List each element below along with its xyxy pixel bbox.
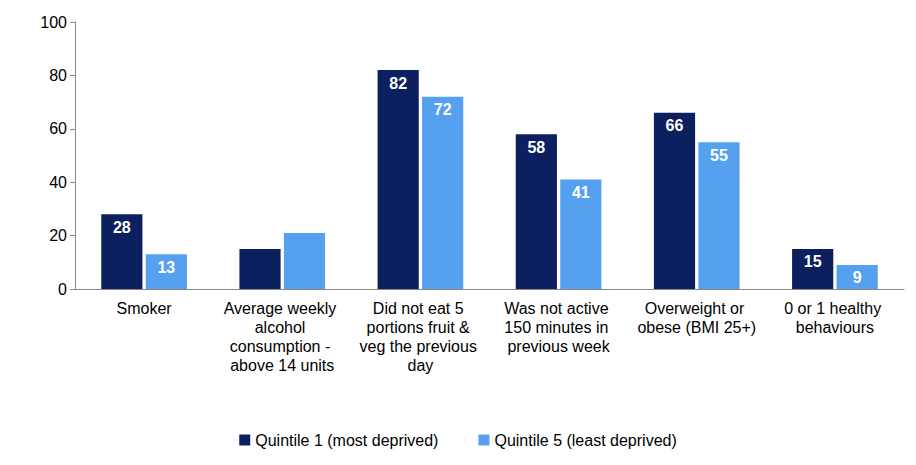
- svg-text:veg the previous: veg the previous: [359, 338, 481, 355]
- svg-text:41: 41: [572, 184, 590, 201]
- svg-text:20: 20: [49, 227, 67, 244]
- svg-text:behaviours: behaviours: [796, 319, 874, 336]
- svg-text:15: 15: [804, 253, 822, 270]
- svg-text:Quintile 1 (most deprived): Quintile 1 (most deprived): [255, 432, 438, 449]
- svg-text:Average weekly: Average weekly: [224, 300, 341, 317]
- svg-text:Overweight or: Overweight or: [645, 300, 749, 317]
- svg-text:previous week: previous week: [507, 338, 610, 355]
- svg-text:55: 55: [710, 147, 728, 164]
- svg-text:above 14 units: above 14 units: [230, 357, 334, 374]
- svg-text:Smoker: Smoker: [117, 300, 173, 317]
- svg-text:day: day: [408, 357, 434, 374]
- svg-text:Did not eat 5: Did not eat 5: [373, 300, 468, 317]
- svg-text:Quintile 5 (least deprived): Quintile 5 (least deprived): [494, 432, 676, 449]
- svg-text:60: 60: [49, 120, 67, 137]
- svg-text:72: 72: [434, 101, 452, 118]
- svg-text:82: 82: [389, 75, 407, 92]
- svg-text:58: 58: [527, 139, 545, 156]
- svg-text:80: 80: [49, 67, 67, 84]
- svg-text:Was not active: Was not active: [504, 300, 613, 317]
- svg-text:150 minutes in: 150 minutes in: [504, 319, 613, 336]
- svg-text:28: 28: [113, 219, 131, 236]
- svg-text:0 or 1 healthy: 0 or 1 healthy: [784, 300, 885, 317]
- svg-text:alcohol: alcohol: [255, 319, 310, 336]
- svg-text:consumption -: consumption -: [230, 338, 335, 355]
- svg-text:13: 13: [157, 259, 175, 276]
- svg-text:portions fruit &: portions fruit &: [367, 319, 475, 336]
- svg-text:obese (BMI 25+): obese (BMI 25+): [637, 319, 756, 336]
- svg-text:66: 66: [666, 117, 684, 134]
- svg-text:0: 0: [58, 281, 67, 298]
- svg-text:9: 9: [853, 269, 862, 286]
- svg-text:40: 40: [49, 174, 67, 191]
- svg-text:100: 100: [40, 14, 67, 31]
